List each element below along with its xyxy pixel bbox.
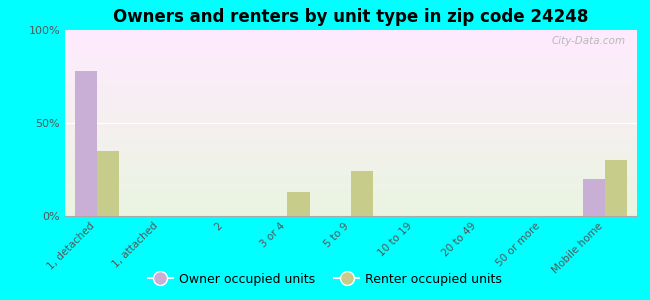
Bar xyxy=(75,71,97,216)
Bar xyxy=(605,160,627,216)
Title: Owners and renters by unit type in zip code 24248: Owners and renters by unit type in zip c… xyxy=(113,8,589,26)
Legend: Owner occupied units, Renter occupied units: Owner occupied units, Renter occupied un… xyxy=(143,268,507,291)
Bar xyxy=(351,171,373,216)
Bar xyxy=(287,192,309,216)
Text: City-Data.com: City-Data.com xyxy=(551,36,625,46)
Bar xyxy=(97,151,119,216)
Bar xyxy=(583,179,605,216)
